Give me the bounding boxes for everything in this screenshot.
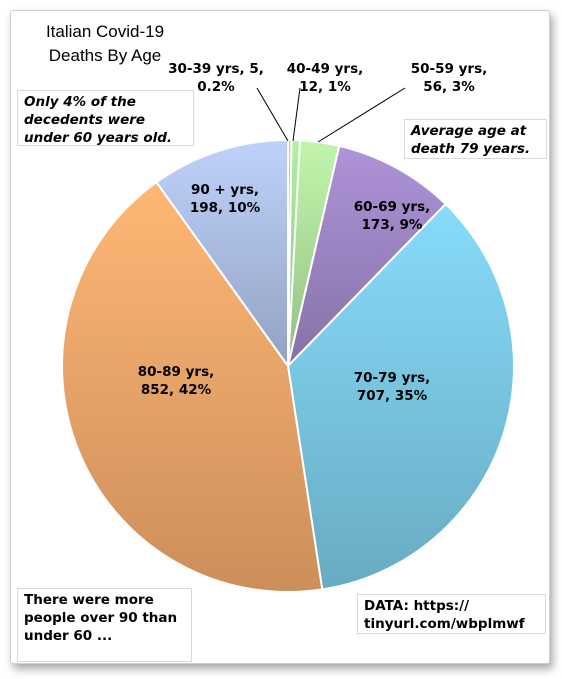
slice-label: 50-59 yrs, 56, 3% — [411, 61, 488, 95]
annotation-line: under 60 years old. — [24, 130, 173, 146]
leader-line — [256, 87, 289, 142]
annotation-line: decedents were — [24, 112, 146, 128]
slice-label: 90 + yrs, 198, 10% — [190, 182, 261, 216]
annotation-line: tinyurl.com/wbplmwf — [364, 616, 525, 632]
pie-slice-80-89-yrs — [61, 180, 324, 593]
chart-title-line-1: Italian Covid-19 — [45, 22, 165, 41]
chart-title: Italian Covid-19 Deaths By Age — [30, 20, 180, 68]
annotation-data-source: DATA: https:// tinyurl.com/wbplmwf — [357, 594, 546, 634]
slice-label: 40-49 yrs, 12, 1% — [287, 61, 364, 95]
slice-label: 70-79 yrs, 707, 35% — [354, 370, 431, 404]
pie-slice-70-79-yrs — [286, 202, 515, 591]
annotation-average-age-note: Average age at death 79 years. — [404, 119, 547, 159]
slice-label: 80-89 yrs, 852, 42% — [138, 364, 215, 398]
slice-label: 30-39 yrs, 5, 0.2% — [168, 61, 264, 95]
slice-label: 60-69 yrs, 173, 9% — [354, 199, 431, 233]
annotation-line: under 60 ... — [24, 628, 113, 644]
annotation-line: DATA: https:// — [364, 598, 470, 614]
annotation-line: There were more — [24, 592, 154, 608]
leader-line — [317, 87, 406, 143]
annotation-line: Only 4% of the — [24, 94, 136, 110]
pie-slice-90-yrs — [155, 138, 289, 370]
leader-line — [292, 87, 301, 142]
annotation-line: people over 90 than — [24, 610, 178, 626]
annotation-over-90-note: There were more people over 90 than unde… — [17, 588, 192, 662]
annotation-line: death 79 years. — [411, 141, 531, 157]
chart-title-line-2: Deaths By Age — [48, 46, 162, 65]
pie-slice-60-69-yrs — [286, 144, 448, 370]
annotation-line: Average age at — [411, 123, 527, 139]
annotation-under-60-note: Only 4% of the decedents were under 60 y… — [17, 90, 194, 146]
